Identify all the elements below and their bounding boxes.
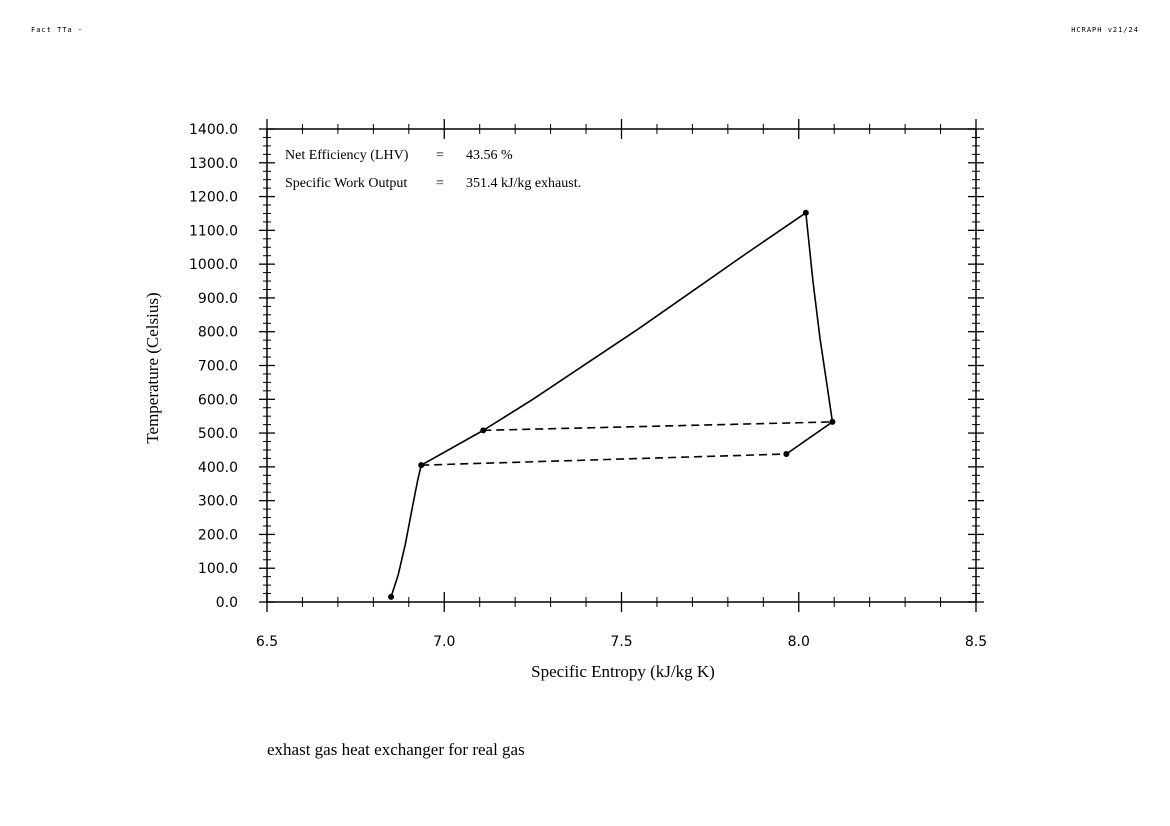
annotation-value-0: 43.56 % [466, 148, 513, 163]
dashed-series-line-6 [421, 453, 787, 466]
y-tick-label: 1200.0 [189, 190, 238, 206]
x-tick-label: 7.0 [433, 634, 455, 650]
annotation-label-0: Net Efficiency (LHV) [285, 148, 409, 163]
y-tick-label: 500.0 [198, 426, 238, 442]
y-tick-label: 400.0 [198, 460, 238, 476]
annotation-value-1: 351.4 kJ/kg exhaust. [466, 176, 581, 191]
x-tick-label: 7.5 [610, 634, 632, 650]
annotation-equals-0: = [436, 148, 444, 163]
chart-annotations: Net Efficiency (LHV) = 43.56 % Specific Wor… [285, 148, 581, 191]
y-tick-label: 1400.0 [189, 122, 238, 138]
x-tick-label: 8.0 [788, 634, 810, 650]
dashed-series-line-5 [483, 421, 833, 432]
solid-series-line-3 [805, 212, 834, 423]
x-tick-label: 8.5 [965, 634, 987, 650]
state-point-3 [802, 209, 809, 216]
plot-frame [266, 128, 977, 603]
x-axis-title: Specific Entropy (kJ/kg K) [531, 662, 715, 681]
solid-series-line-4 [785, 421, 833, 455]
state-point-2 [480, 427, 487, 434]
state-point-0 [388, 593, 395, 600]
header-right-text: HCRAPH v21/24 [1071, 26, 1139, 34]
figure-caption: exhast gas heat exchanger for real gas [267, 740, 525, 759]
state-point-5 [783, 451, 790, 458]
solid-series-line-0 [390, 464, 422, 598]
axis-tick-labels: 6.5 7.0 7.5 8.0 8.5 0.0 100.0 200.0 300.0 400.0 50… [189, 122, 987, 650]
annotation-equals-1: = [436, 176, 444, 191]
y-tick-label: 700.0 [198, 359, 238, 375]
state-point-4 [829, 418, 836, 425]
y-tick-label: 1100.0 [189, 223, 238, 239]
y-tick-label: 600.0 [198, 392, 238, 408]
y-tick-label: 0.0 [216, 595, 238, 611]
y-tick-label: 900.0 [198, 291, 238, 307]
y-tick-label: 200.0 [198, 527, 238, 543]
header-left-text: Fact TTa - [31, 26, 84, 34]
x-tick-label: 6.5 [256, 634, 278, 650]
solid-series-line-2 [482, 212, 807, 432]
y-tick-label: 100.0 [198, 561, 238, 577]
y-tick-label: 1300.0 [189, 156, 238, 172]
y-tick-label: 300.0 [198, 494, 238, 510]
axis-ticks [259, 119, 984, 612]
chart-series [390, 212, 834, 598]
annotation-label-1: Specific Work Output [285, 176, 407, 191]
solid-series-line-1 [420, 429, 484, 466]
y-tick-label: 800.0 [198, 325, 238, 341]
y-axis-title: Temperature (Celsius) [143, 292, 162, 443]
chart-points [388, 209, 836, 600]
state-point-1 [418, 462, 425, 469]
y-tick-label: 1000.0 [189, 257, 238, 273]
